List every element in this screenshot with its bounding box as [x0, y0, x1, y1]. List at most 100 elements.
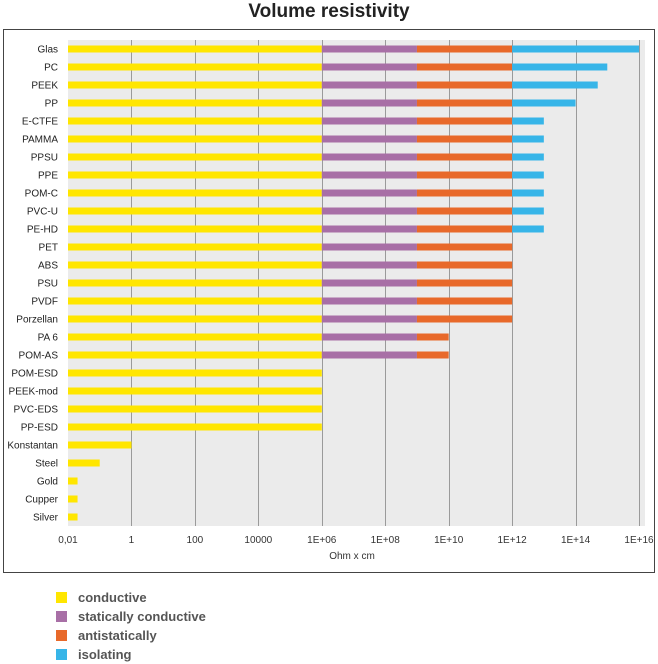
legend-item: conductive: [56, 588, 206, 607]
category-label: Porzellan: [16, 315, 58, 326]
bar-segment-statically-conductive: [321, 207, 417, 215]
legend-swatch: [56, 630, 67, 641]
x-tick-labels: 0,01 1 100 10000 1E+06 1E+08 1E+10 1E+12 1E+14 1E…: [58, 535, 654, 546]
bar-segment-isolating: [512, 117, 544, 125]
bar-segment-conductive: [68, 441, 132, 449]
bar-segment-conductive: [68, 225, 322, 233]
category-label: Cupper: [25, 495, 58, 506]
bar-segment-antistatically: [416, 333, 449, 341]
x-tick-label: 1E+12: [498, 535, 528, 546]
bar-segment-antistatically: [416, 171, 513, 179]
bar-segment-isolating: [512, 45, 639, 53]
legend-label: isolating: [78, 647, 132, 662]
bar-segment-statically-conductive: [321, 297, 417, 305]
category-label: PA 6: [38, 333, 59, 344]
bar-segment-isolating: [512, 81, 598, 89]
bar-segment-antistatically: [416, 297, 513, 305]
category-label: PP-ESD: [21, 423, 58, 434]
category-label: ABS: [38, 261, 58, 272]
category-label: PVDF: [31, 297, 58, 308]
legend-swatch: [56, 611, 67, 622]
bar-segment-statically-conductive: [321, 243, 417, 251]
category-label: Gold: [37, 477, 58, 488]
x-tick-label: 1E+16: [624, 535, 654, 546]
bar-segment-statically-conductive: [321, 45, 417, 53]
bar-segment-isolating: [512, 225, 544, 233]
bars: [68, 45, 639, 521]
legend-item: isolating: [56, 645, 206, 664]
bar-segment-conductive: [68, 45, 322, 53]
category-label: PET: [39, 243, 58, 254]
bar-segment-statically-conductive: [321, 261, 417, 269]
bar-segment-antistatically: [416, 261, 513, 269]
x-tick-label: 1E+06: [307, 535, 337, 546]
bar-segment-conductive: [68, 495, 78, 503]
x-tick-label: 100: [187, 535, 204, 546]
bar-segment-conductive: [68, 63, 322, 71]
x-tick-label: 1: [129, 535, 135, 546]
bar-segment-antistatically: [416, 279, 513, 287]
chart-title: Volume resistivity: [248, 1, 410, 22]
bar-segment-conductive: [68, 315, 322, 323]
bar-segment-conductive: [68, 387, 322, 395]
bar-segment-isolating: [512, 153, 544, 161]
bar-segment-statically-conductive: [321, 351, 417, 359]
bar-segment-conductive: [68, 171, 322, 179]
bar-segment-antistatically: [416, 117, 513, 125]
x-tick-label: 1E+10: [434, 535, 464, 546]
legend-swatch: [56, 592, 67, 603]
bar-segment-antistatically: [416, 81, 513, 89]
bar-segment-statically-conductive: [321, 315, 417, 323]
bar-segment-conductive: [68, 81, 322, 89]
bar-segment-isolating: [512, 99, 576, 107]
category-label: PVC-U: [27, 207, 58, 218]
category-label: PP: [45, 99, 59, 110]
x-tick-label: 1E+14: [561, 535, 591, 546]
bar-segment-conductive: [68, 369, 322, 377]
category-label: PEEK-mod: [9, 387, 58, 398]
bar-segment-conductive: [68, 513, 78, 521]
bar-segment-antistatically: [416, 243, 513, 251]
bar-segment-conductive: [68, 459, 100, 467]
bar-segment-statically-conductive: [321, 333, 417, 341]
bar-segment-isolating: [512, 171, 544, 179]
legend-label: antistatically: [78, 628, 157, 643]
bar-segment-conductive: [68, 333, 322, 341]
bar-segment-statically-conductive: [321, 189, 417, 197]
chart-canvas: Glas PC PEEK PP E-CTFE PAMMA PPSU PPE POM-C PVC-U…: [3, 29, 655, 573]
category-label: POM-AS: [19, 351, 59, 362]
bar-segment-conductive: [68, 243, 322, 251]
bar-segment-conductive: [68, 207, 322, 215]
category-label: PPSU: [31, 153, 58, 164]
legend: conductive statically conductive antistati…: [56, 588, 206, 664]
bar-segment-statically-conductive: [321, 153, 417, 161]
bar-segment-isolating: [512, 189, 544, 197]
bar-segment-antistatically: [416, 207, 513, 215]
bar-segment-conductive: [68, 99, 322, 107]
bar-segment-conductive: [68, 153, 322, 161]
bar-segment-conductive: [68, 261, 322, 269]
bar-segment-antistatically: [416, 99, 513, 107]
category-label: PVC-EDS: [14, 405, 59, 416]
category-label: POM-C: [25, 189, 58, 200]
bar-segment-statically-conductive: [321, 81, 417, 89]
bar-segment-antistatically: [416, 315, 513, 323]
bar-segment-conductive: [68, 117, 322, 125]
bar-segment-conductive: [68, 279, 322, 287]
category-label: POM-ESD: [11, 369, 58, 380]
x-tick-label: 10000: [244, 535, 272, 546]
bar-segment-antistatically: [416, 189, 513, 197]
bar-segment-statically-conductive: [321, 279, 417, 287]
bar-segment-conductive: [68, 477, 78, 485]
legend-item: antistatically: [56, 626, 206, 645]
category-labels: Glas PC PEEK PP E-CTFE PAMMA PPSU PPE POM-C PVC-U…: [7, 45, 58, 524]
bar-segment-conductive: [68, 189, 322, 197]
category-label: PSU: [37, 279, 58, 290]
bar-segment-statically-conductive: [321, 99, 417, 107]
x-tick-label: 0,01: [58, 535, 78, 546]
bar-segment-statically-conductive: [321, 63, 417, 71]
category-label: Silver: [33, 513, 59, 524]
legend-label: statically conductive: [78, 609, 206, 624]
bar-segment-conductive: [68, 135, 322, 143]
category-label: PAMMA: [22, 135, 58, 146]
